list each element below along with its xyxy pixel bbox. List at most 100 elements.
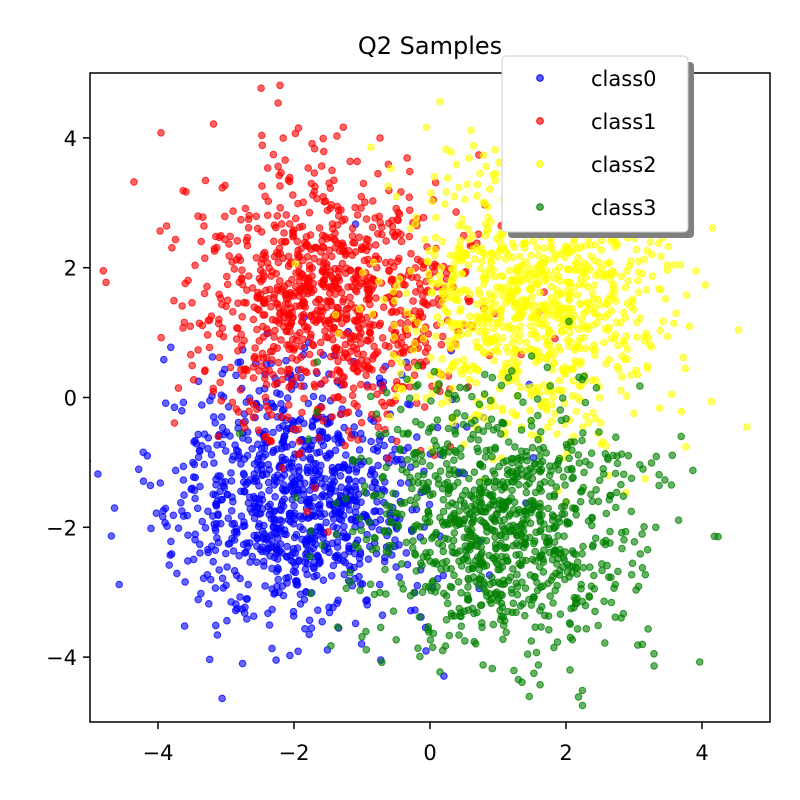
data-point [277,168,285,177]
data-point [521,239,529,248]
data-point [173,569,181,578]
data-point [392,392,401,401]
data-point [502,628,511,637]
data-point [538,258,546,267]
data-point [318,541,327,550]
data-point [570,283,578,292]
data-point [425,500,434,509]
legend-marker [536,117,544,125]
data-point [475,498,484,506]
data-point [661,295,670,303]
data-point [655,404,664,413]
data-point [577,584,585,593]
data-point [200,460,209,469]
data-point [395,275,404,283]
data-point [426,636,435,644]
data-point [276,182,284,190]
data-point [307,624,316,632]
data-point [355,281,363,290]
data-point [302,241,311,250]
data-point [581,398,590,407]
data-point [412,327,421,336]
data-point [571,563,580,572]
data-point [161,399,170,408]
data-point [558,394,567,402]
data-point [222,581,230,590]
data-point [234,408,243,416]
data-point [537,551,545,560]
data-point [271,380,279,389]
data-point [312,367,321,376]
data-point [424,269,433,278]
data-point [410,522,419,531]
data-point [323,454,332,462]
data-point [509,599,518,608]
data-point [499,272,507,281]
data-point [491,590,500,598]
data-point [305,630,314,639]
data-point [491,177,500,185]
data-point [211,584,220,592]
data-point [201,176,210,185]
data-point [528,292,536,301]
data-point [337,505,346,514]
data-point [340,522,348,531]
data-point [299,302,308,310]
data-point [539,244,548,253]
data-point [384,182,393,191]
data-point [490,516,498,524]
data-point [545,525,554,533]
data-point [368,223,377,232]
data-point [328,224,337,233]
data-point [277,413,286,421]
data-point [392,437,401,446]
data-point [587,252,595,261]
data-point [517,296,526,304]
data-point [648,272,657,281]
data-point [227,507,236,515]
data-point [454,320,462,329]
data-point [533,334,542,342]
data-point [170,403,179,412]
data-point [290,502,298,510]
data-point [371,241,380,249]
data-point [430,251,439,260]
data-point [197,237,205,246]
data-point [409,478,417,486]
data-point [269,428,277,437]
data-point [586,461,594,469]
data-point [414,319,422,327]
data-point [311,483,319,492]
data-point [438,237,447,246]
data-point [232,371,240,380]
data-point [268,564,276,573]
data-point [393,383,402,392]
data-point [270,333,279,341]
data-point [171,466,180,475]
data-point [575,280,584,289]
data-point [546,382,555,390]
data-point [381,565,389,574]
data-point [335,431,343,440]
data-point [318,617,327,626]
data-point [424,330,433,338]
data-point [453,549,461,557]
data-point [550,358,559,367]
data-point [710,532,719,541]
data-point [359,179,368,188]
series-class3 [235,317,722,710]
data-point [246,397,254,406]
data-point [622,392,631,400]
data-point [370,533,379,542]
data-point [444,389,453,398]
data-point [308,264,317,272]
data-point [389,489,397,498]
data-point [594,621,603,630]
data-point [489,620,498,629]
data-point [273,471,282,479]
data-point [286,173,294,182]
data-point [318,394,327,403]
data-point [331,311,340,319]
data-point [178,302,186,310]
data-point [553,560,561,568]
